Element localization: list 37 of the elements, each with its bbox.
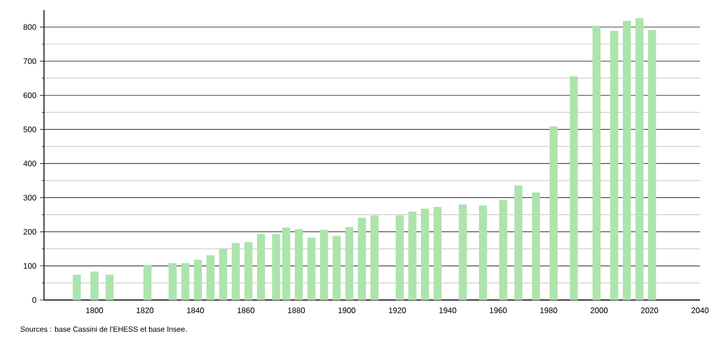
bar: [272, 234, 280, 300]
bar: [168, 263, 177, 300]
bar: [320, 230, 328, 300]
bar: [610, 30, 618, 300]
bar: [206, 255, 215, 300]
bar: [282, 228, 290, 300]
bar: [307, 238, 316, 300]
bar: [408, 212, 416, 300]
bar: [499, 200, 508, 300]
bar: [294, 229, 303, 300]
bar: [396, 215, 404, 300]
bar: [194, 260, 202, 300]
bar: [256, 234, 266, 300]
bar: [181, 263, 190, 300]
bar: [244, 242, 252, 300]
bar: [345, 226, 354, 300]
bar: [420, 208, 430, 300]
bar: [219, 249, 228, 300]
bar: [370, 215, 379, 300]
bar: [514, 185, 522, 300]
bar: [648, 30, 656, 300]
bar: [232, 243, 240, 300]
bar: [622, 20, 631, 300]
bar: [434, 206, 442, 300]
bar: [143, 264, 152, 300]
bar: [635, 18, 644, 300]
bar: [532, 192, 540, 300]
bar: [332, 236, 341, 300]
bar: [478, 205, 488, 300]
bar: [106, 274, 114, 300]
bar: [90, 272, 98, 300]
bar: [458, 204, 467, 300]
bar: [592, 26, 601, 300]
bar: [72, 274, 81, 300]
bar: [550, 126, 558, 300]
bar: [570, 76, 578, 300]
bar: [358, 218, 366, 300]
